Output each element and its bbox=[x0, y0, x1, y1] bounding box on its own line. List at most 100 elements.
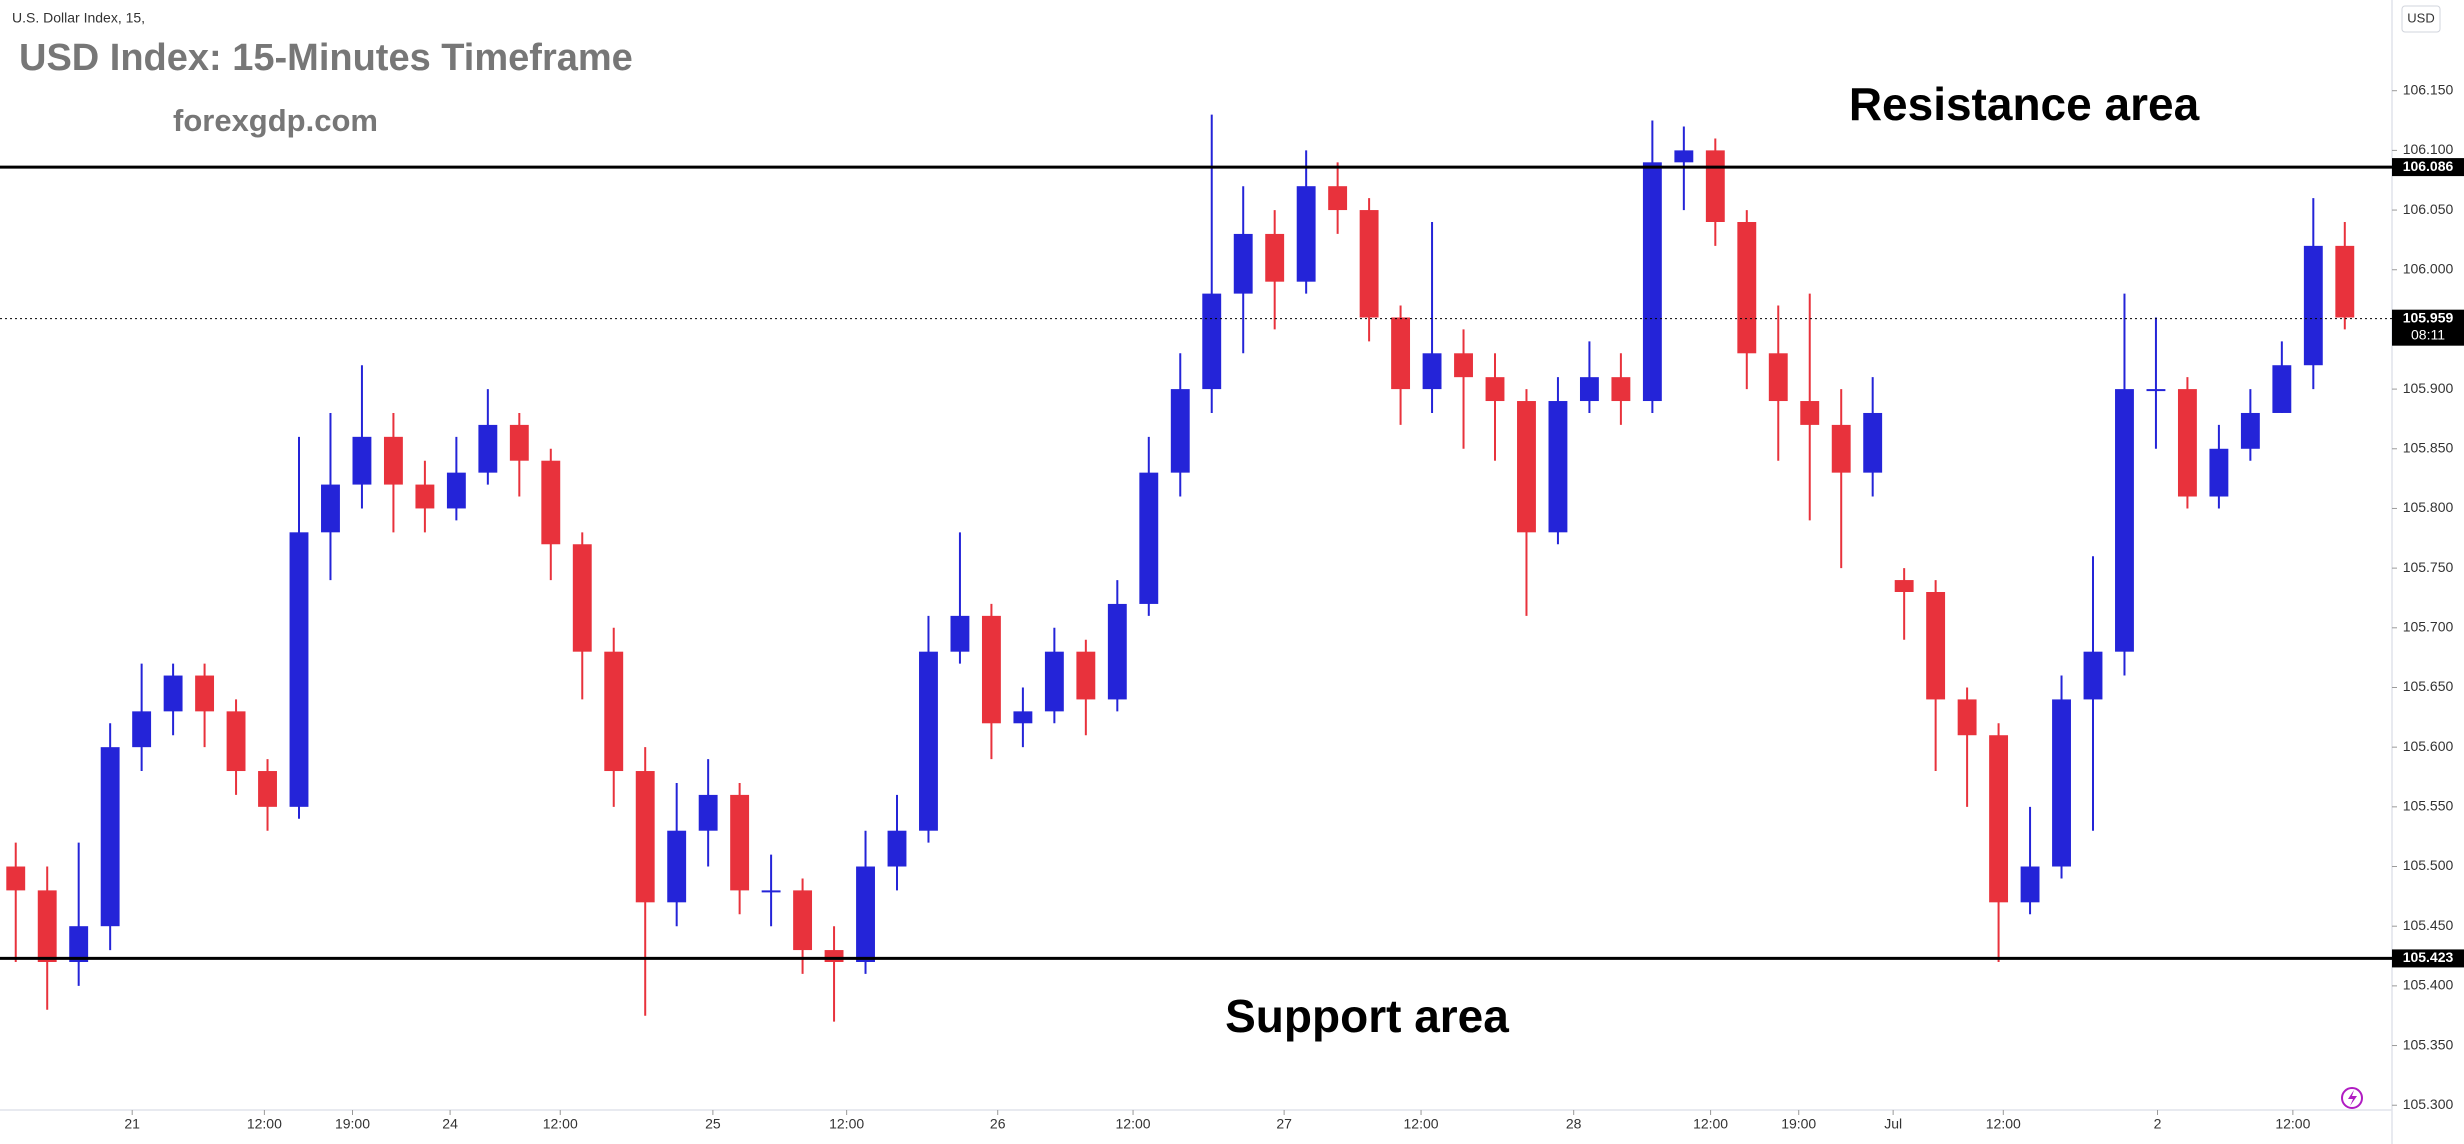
candle-body bbox=[1548, 401, 1568, 533]
currency: USD bbox=[2407, 10, 2434, 25]
candle-body bbox=[352, 436, 372, 485]
candle-body bbox=[1233, 233, 1253, 294]
x-tick-label: 12:00 bbox=[829, 1116, 864, 1132]
y-tick-label: 105.650 bbox=[2403, 678, 2454, 694]
candle-body bbox=[1705, 150, 1725, 222]
candle-body bbox=[761, 890, 781, 893]
candle-body bbox=[1328, 186, 1348, 211]
candle-body bbox=[2177, 389, 2197, 497]
candle-body bbox=[383, 436, 403, 485]
currency-box bbox=[2401, 5, 2441, 33]
candle-body bbox=[1076, 651, 1096, 700]
plot bbox=[0, 114, 2392, 1022]
y-tick-label: 105.900 bbox=[2403, 380, 2454, 396]
candle-body bbox=[289, 532, 309, 807]
x-tick-label: 12:00 bbox=[1986, 1116, 2021, 1132]
candle-body bbox=[2303, 245, 2323, 366]
y-tick-label: 105.350 bbox=[2403, 1036, 2454, 1052]
candle-body bbox=[919, 651, 938, 831]
y-tick-label: 105.300 bbox=[2403, 1096, 2454, 1112]
y-tick-label: 106.000 bbox=[2403, 260, 2454, 276]
candle-body bbox=[69, 926, 89, 962]
last_price-label-box bbox=[2392, 309, 2464, 346]
candle-body bbox=[1044, 651, 1064, 712]
y-tick-label: 105.850 bbox=[2403, 439, 2454, 455]
candle-body bbox=[635, 771, 655, 903]
y-tick-label: 105.700 bbox=[2403, 619, 2454, 635]
alert-icon-bolt bbox=[2348, 1090, 2357, 1106]
candle-body bbox=[1454, 353, 1473, 378]
candle-body bbox=[163, 675, 183, 712]
x-tick-label: 19:00 bbox=[1781, 1116, 1816, 1132]
x-tick-label: Jul bbox=[1884, 1116, 1902, 1132]
y-tick-label: 106.050 bbox=[2403, 201, 2454, 217]
candle-body bbox=[1579, 377, 1599, 402]
candle-body bbox=[321, 484, 340, 533]
candle-body bbox=[572, 544, 592, 652]
candle-body bbox=[509, 424, 529, 461]
candle-body bbox=[1674, 150, 1694, 163]
candle-body bbox=[132, 711, 152, 748]
annotation: Support area bbox=[1225, 990, 1509, 1042]
candle-body bbox=[1202, 293, 1222, 390]
candle-body bbox=[478, 424, 498, 473]
resistance-label: 106.086 bbox=[2403, 158, 2454, 174]
candle-body bbox=[1170, 389, 1190, 473]
x-tick-label: 12:00 bbox=[1404, 1116, 1439, 1132]
candle-body bbox=[1107, 603, 1127, 700]
x-tick-label: 12:00 bbox=[2275, 1116, 2310, 1132]
candle-body bbox=[100, 747, 120, 927]
candle-body bbox=[2240, 412, 2260, 449]
alert-icon[interactable] bbox=[2341, 1087, 2363, 1109]
x-tick-label: 28 bbox=[1566, 1116, 1582, 1132]
candle-body bbox=[887, 830, 907, 867]
candle-body bbox=[541, 460, 561, 545]
candle-body bbox=[1831, 424, 1851, 473]
candle-body bbox=[446, 472, 466, 509]
candle-body bbox=[2052, 699, 2071, 867]
countdown: 08:11 bbox=[2411, 326, 2445, 342]
x-tick-label: 27 bbox=[1276, 1116, 1292, 1132]
candle-body bbox=[2209, 448, 2229, 497]
candle-body bbox=[2083, 651, 2103, 700]
candle-body bbox=[604, 651, 624, 772]
candle-body bbox=[1485, 377, 1505, 402]
symbol-header: U.S. Dollar Index, 15, bbox=[12, 10, 145, 26]
candle-body bbox=[1989, 735, 2009, 903]
x-tick-label: 26 bbox=[990, 1116, 1006, 1132]
candle-body bbox=[1359, 210, 1379, 318]
candle-body bbox=[1957, 699, 1977, 736]
x-tick-label: 25 bbox=[705, 1116, 721, 1132]
candle-body bbox=[37, 890, 57, 962]
chart-subtitle: forexgdp.com bbox=[173, 103, 378, 138]
candle-body bbox=[6, 866, 26, 891]
candle-body bbox=[793, 890, 813, 951]
candle-body bbox=[1013, 711, 1033, 724]
candle-body bbox=[698, 794, 718, 831]
last_price-label: 105.959 bbox=[2403, 309, 2454, 325]
x-tick-label: 12:00 bbox=[543, 1116, 578, 1132]
x-tick-label: 21 bbox=[124, 1116, 140, 1132]
candle-body bbox=[1737, 222, 1757, 354]
candle-body bbox=[2335, 245, 2355, 318]
candle-body bbox=[1768, 353, 1788, 402]
annotation: Resistance area bbox=[1849, 78, 2200, 130]
candle-body bbox=[1611, 377, 1631, 402]
x-tick-label: 19:00 bbox=[335, 1116, 370, 1132]
x-tick-label: 2 bbox=[2154, 1116, 2162, 1132]
candle-body bbox=[1800, 401, 1820, 425]
candle-body bbox=[2146, 389, 2166, 392]
y-tick-label: 105.500 bbox=[2403, 857, 2454, 873]
candle-body bbox=[415, 484, 435, 509]
candle-body bbox=[226, 711, 246, 772]
y-tick-label: 105.800 bbox=[2403, 499, 2454, 515]
x-tick-label: 12:00 bbox=[1693, 1116, 1728, 1132]
candle-body bbox=[1296, 186, 1316, 282]
candle-body bbox=[258, 771, 277, 807]
x-tick-label: 12:00 bbox=[247, 1116, 282, 1132]
y-tick-label: 105.550 bbox=[2403, 798, 2454, 814]
candle-body bbox=[2115, 389, 2134, 652]
candle-body bbox=[856, 866, 875, 962]
